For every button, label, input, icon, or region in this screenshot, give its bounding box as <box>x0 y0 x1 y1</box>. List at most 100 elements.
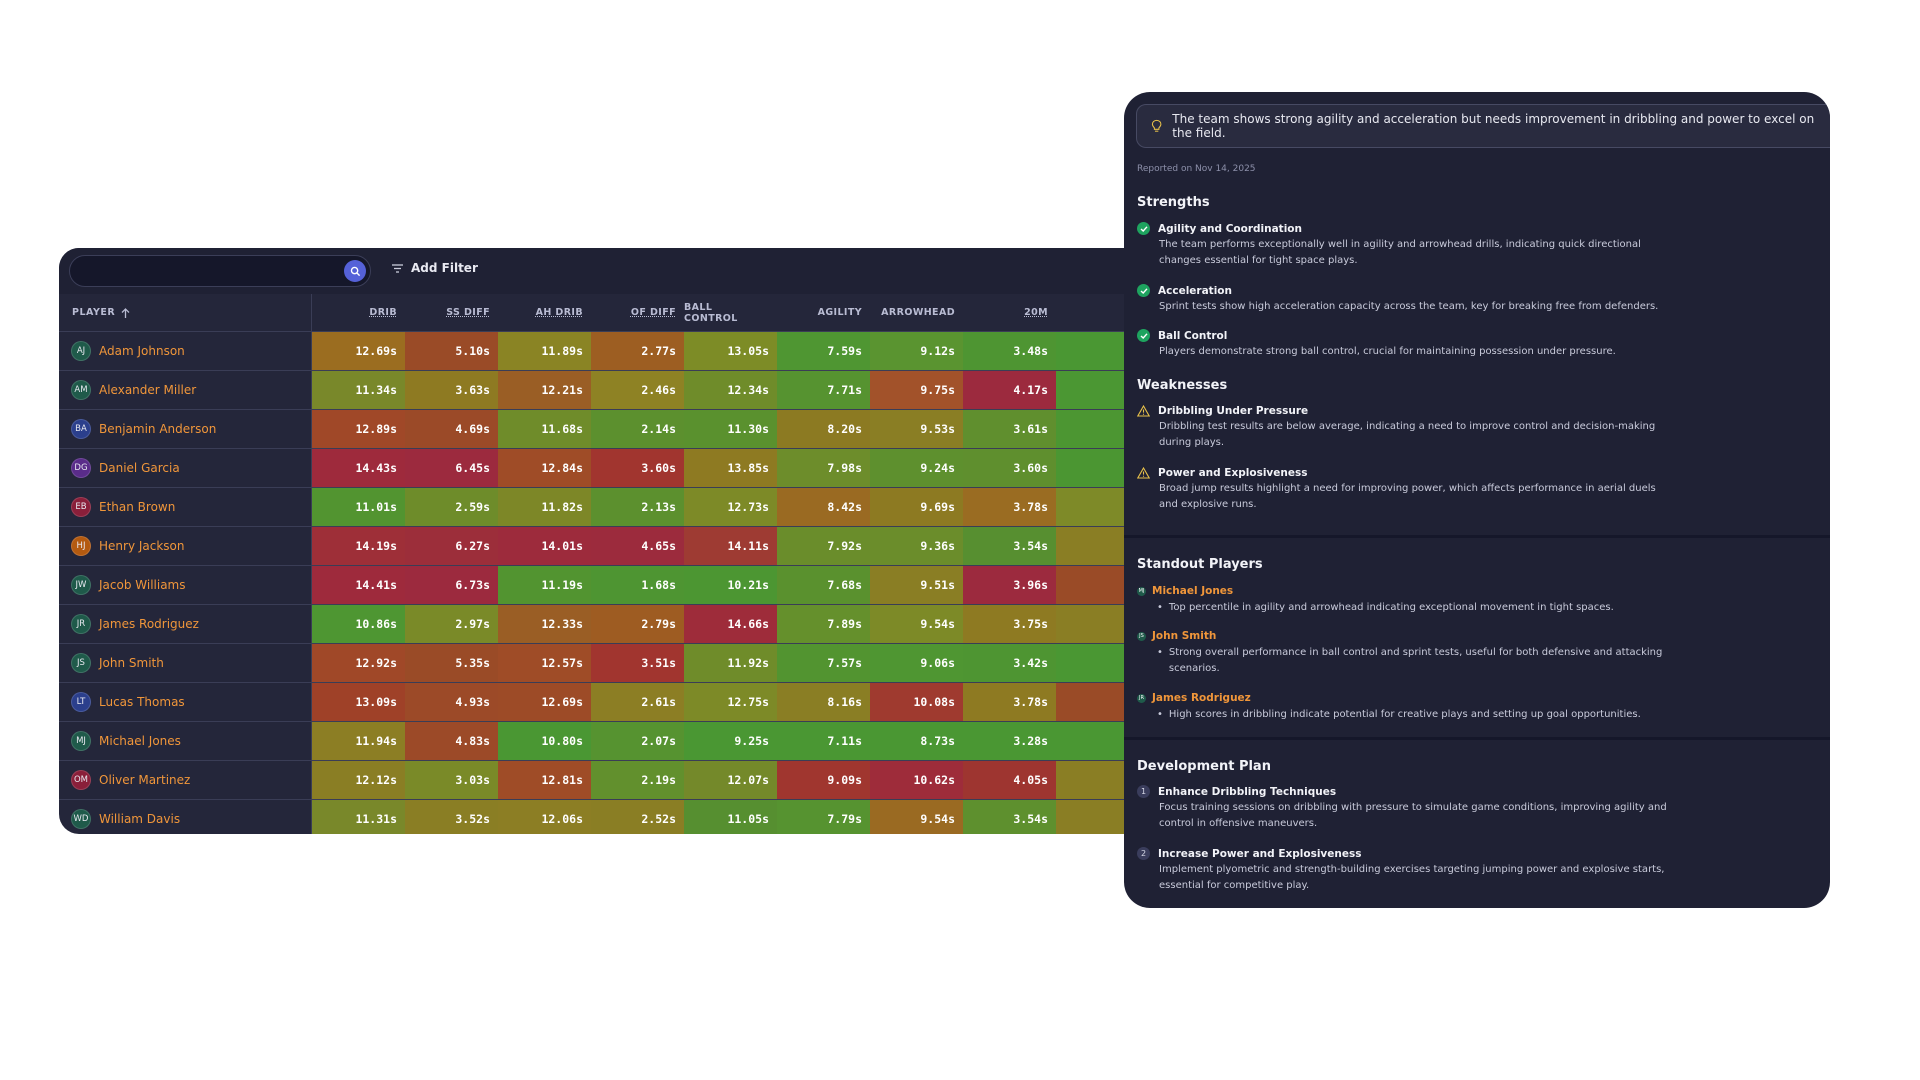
avatar: HJ <box>71 536 91 556</box>
metric-cell: 2.77s <box>591 332 684 370</box>
player-name-link[interactable]: Daniel Garcia <box>99 461 180 475</box>
metric-cell: 3.48s <box>963 332 1056 370</box>
player-name-link[interactable]: Jacob Williams <box>99 578 186 592</box>
column-header[interactable]: 20M <box>1024 307 1048 318</box>
player-table-panel: Add Filter PLAYER DRIB SS DIFF AH DRIB OF D… <box>59 248 1159 834</box>
metric-cell: 6.73s <box>405 566 498 604</box>
table-row[interactable]: WD William Davis 11.31s 3.52s 12.06s 2.52s 11.… <box>59 800 1159 834</box>
metric-cell: 3.63s <box>405 371 498 409</box>
metric-cell: 14.66s <box>684 605 777 643</box>
metric-cell: 7.98s <box>777 449 870 487</box>
metric-cell: 12.06s <box>498 800 591 834</box>
column-header[interactable]: AGILITY <box>817 307 862 318</box>
standout-player-link[interactable]: James Rodriguez <box>1152 692 1251 704</box>
metric-cell: 12.34s <box>684 371 777 409</box>
metric-cell: 12.92s <box>312 644 405 682</box>
table-row[interactable]: JR James Rodriguez 10.86s 2.97s 12.33s 2.79s 1… <box>59 605 1159 644</box>
strengths-title: Strengths <box>1137 195 1210 210</box>
player-name-link[interactable]: Benjamin Anderson <box>99 422 217 436</box>
avatar: JS <box>1137 631 1146 641</box>
metric-cell: 4.17s <box>963 371 1056 409</box>
column-header[interactable]: ARROWHEAD <box>881 307 955 318</box>
search-input[interactable] <box>69 255 371 287</box>
player-name-link[interactable]: William Davis <box>99 812 181 826</box>
table-row[interactable]: BA Benjamin Anderson 12.89s 4.69s 11.68s 2.14… <box>59 410 1159 449</box>
metric-cell: 9.12s <box>870 332 963 370</box>
metric-cell: 11.94s <box>312 722 405 760</box>
metric-cell: 6.27s <box>405 527 498 565</box>
metric-cell: 10.21s <box>684 566 777 604</box>
metric-cell: 12.89s <box>312 410 405 448</box>
player-name-link[interactable]: Adam Johnson <box>99 344 185 358</box>
metric-cell: 2.97s <box>405 605 498 643</box>
metric-cell: 11.82s <box>498 488 591 526</box>
section-divider <box>1124 737 1830 740</box>
table-row[interactable]: AJ Adam Johnson 12.69s 5.10s 11.89s 2.77s 13.0… <box>59 332 1159 371</box>
metric-cell: 2.14s <box>591 410 684 448</box>
player-name-link[interactable]: Henry Jackson <box>99 539 185 553</box>
metric-cell: 9.25s <box>684 722 777 760</box>
check-circle-icon <box>1137 222 1150 235</box>
player-cell: EB Ethan Brown <box>59 488 312 526</box>
metric-cell: 14.01s <box>498 527 591 565</box>
plan-item-desc: Focus training sessions on dribbling wit… <box>1159 802 1667 829</box>
player-name-link[interactable]: Lucas Thomas <box>99 695 185 709</box>
standout-bullet: • High scores in dribbling indicate poten… <box>1157 709 1641 720</box>
column-header[interactable]: AH DRIB <box>535 307 583 318</box>
search-button[interactable] <box>344 260 366 282</box>
avatar: JR <box>71 614 91 634</box>
standout-player-link[interactable]: John Smith <box>1152 630 1217 642</box>
player-name-link[interactable]: Michael Jones <box>99 734 181 748</box>
player-name-link[interactable]: Ethan Brown <box>99 500 176 514</box>
metric-cell: 8.20s <box>777 410 870 448</box>
table-row[interactable]: JS John Smith 12.92s 5.35s 12.57s 3.51s 11.92s… <box>59 644 1159 683</box>
step-number: 1 <box>1137 785 1150 798</box>
metric-cell: 7.11s <box>777 722 870 760</box>
table-row[interactable]: AM Alexander Miller 11.34s 3.63s 12.21s 2.46s… <box>59 371 1159 410</box>
metric-cell: 3.75s <box>963 605 1056 643</box>
weakness-desc: Broad jump results highlight a need for … <box>1159 483 1656 510</box>
table-row[interactable]: EB Ethan Brown 11.01s 2.59s 11.82s 2.13s 12.73… <box>59 488 1159 527</box>
player-header-label: PLAYER <box>72 307 116 318</box>
column-header[interactable]: OF DIFF <box>630 307 676 318</box>
metric-cell: 14.19s <box>312 527 405 565</box>
metric-cell: 3.78s <box>963 683 1056 721</box>
metric-cell: 11.31s <box>312 800 405 834</box>
table-row[interactable]: JW Jacob Williams 14.41s 6.73s 11.19s 1.68s 10… <box>59 566 1159 605</box>
metric-cell: 12.21s <box>498 371 591 409</box>
player-name-link[interactable]: John Smith <box>99 656 164 670</box>
column-header[interactable]: BALL CONTROL <box>684 301 738 324</box>
plan-item-title: Increase Power and Explosiveness <box>1158 847 1362 860</box>
standout-bullet: • Top percentile in agility and arrowhead… <box>1157 602 1614 613</box>
metric-cell: 11.01s <box>312 488 405 526</box>
metric-cell: 7.59s <box>777 332 870 370</box>
standout-player-link[interactable]: Michael Jones <box>1152 585 1234 597</box>
metric-cell: 2.07s <box>591 722 684 760</box>
metric-cell: 6.45s <box>405 449 498 487</box>
table-row[interactable]: LT Lucas Thomas 13.09s 4.93s 12.69s 2.61s 12.7… <box>59 683 1159 722</box>
metric-cell: 3.78s <box>963 488 1056 526</box>
player-column-header[interactable]: PLAYER <box>59 294 312 331</box>
insight-banner: The team shows strong agility and accele… <box>1136 104 1830 148</box>
metric-cell: 11.19s <box>498 566 591 604</box>
add-filter-button[interactable]: Add Filter <box>392 261 478 275</box>
standout-item: JR James Rodriguez • High scores in dribb… <box>1137 692 1677 723</box>
table-row[interactable]: HJ Henry Jackson 14.19s 6.27s 14.01s 4.65s 14.… <box>59 527 1159 566</box>
avatar: OM <box>71 770 91 790</box>
table-row[interactable]: MJ Michael Jones 11.94s 4.83s 10.80s 2.07s 9.2… <box>59 722 1159 761</box>
metric-cell: 14.11s <box>684 527 777 565</box>
table-row[interactable]: DG Daniel Garcia 14.43s 6.45s 12.84s 3.60s 13.… <box>59 449 1159 488</box>
table-row[interactable]: OM Oliver Martinez 12.12s 3.03s 12.81s 2.19s 1… <box>59 761 1159 800</box>
player-cell: JR James Rodriguez <box>59 605 312 643</box>
player-name-link[interactable]: Oliver Martinez <box>99 773 191 787</box>
column-header[interactable]: DRIB <box>369 307 397 318</box>
metric-cell: 13.05s <box>684 332 777 370</box>
metric-cell: 3.54s <box>963 800 1056 834</box>
avatar: MJ <box>71 731 91 751</box>
avatar: JR <box>1137 693 1146 703</box>
metric-cell: 10.62s <box>870 761 963 799</box>
player-name-link[interactable]: James Rodriguez <box>99 617 199 631</box>
player-name-link[interactable]: Alexander Miller <box>99 383 197 397</box>
metric-cell: 3.60s <box>591 449 684 487</box>
column-header[interactable]: SS DIFF <box>446 307 490 318</box>
